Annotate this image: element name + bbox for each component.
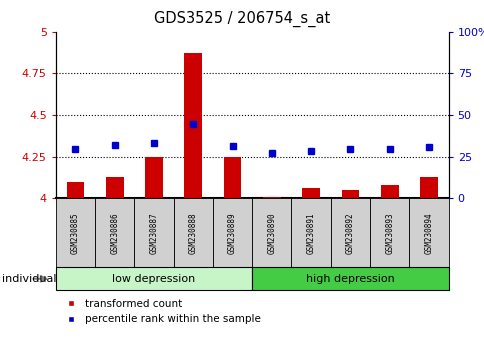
Text: high depression: high depression [305, 274, 394, 284]
Bar [380, 185, 398, 198]
Text: GSM230888: GSM230888 [188, 212, 197, 253]
Text: GDS3525 / 206754_s_at: GDS3525 / 206754_s_at [154, 11, 330, 27]
Text: GSM230893: GSM230893 [384, 212, 393, 253]
Bar [212, 198, 252, 267]
Bar [223, 156, 241, 198]
Text: GSM230885: GSM230885 [71, 212, 80, 253]
Text: GSM230886: GSM230886 [110, 212, 119, 253]
Bar [145, 156, 163, 198]
Text: GSM230892: GSM230892 [345, 212, 354, 253]
Bar [106, 177, 123, 198]
Bar [419, 177, 437, 198]
Text: GSM230894: GSM230894 [424, 212, 433, 253]
Text: GSM230887: GSM230887 [149, 212, 158, 253]
Legend: transformed count, percentile rank within the sample: transformed count, percentile rank withi… [61, 299, 260, 324]
Bar [302, 188, 319, 198]
Bar [184, 53, 202, 198]
Text: GSM230890: GSM230890 [267, 212, 276, 253]
Bar [66, 182, 84, 198]
Bar [252, 198, 291, 267]
Bar [330, 198, 369, 267]
Text: GSM230889: GSM230889 [227, 212, 237, 253]
Bar [408, 198, 448, 267]
Text: GSM230891: GSM230891 [306, 212, 315, 253]
Text: individual: individual [2, 274, 57, 284]
Bar [134, 198, 173, 267]
Bar [252, 267, 448, 290]
Bar [369, 198, 408, 267]
Bar [56, 267, 252, 290]
Bar [262, 196, 280, 198]
Bar [341, 190, 359, 198]
Bar [173, 198, 212, 267]
Bar [291, 198, 330, 267]
Bar [56, 198, 95, 267]
Text: low depression: low depression [112, 274, 195, 284]
Bar [95, 198, 134, 267]
